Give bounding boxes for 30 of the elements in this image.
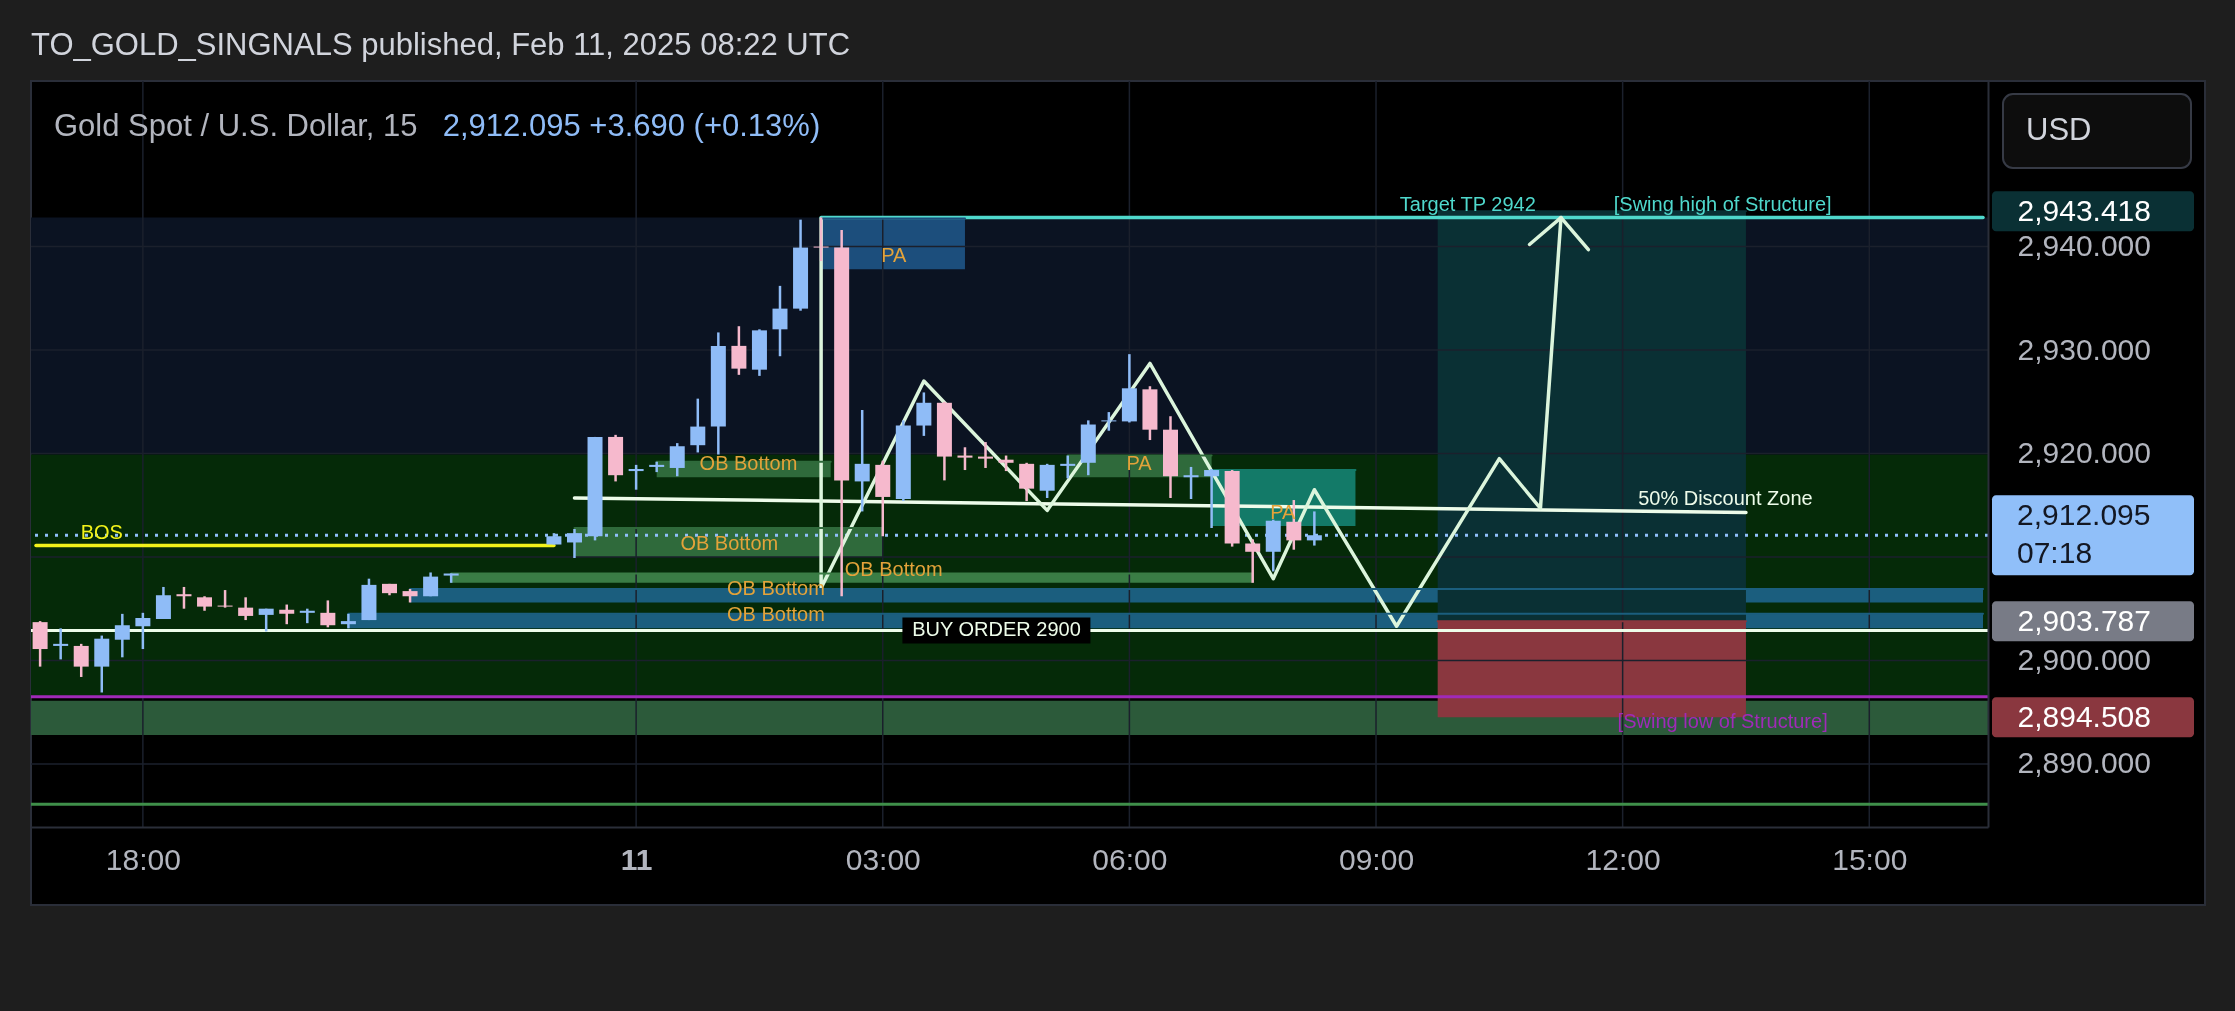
y-tick-label: 2,894.508 bbox=[2017, 699, 2151, 733]
ref-line-label: 2,912.095 07:18 bbox=[2017, 498, 2151, 570]
y-tick-label: 2,900.000 bbox=[2017, 642, 2151, 676]
y-tick-label: 2,903.787 bbox=[2017, 603, 2151, 637]
annotation: PA bbox=[881, 244, 907, 267]
annotation: PA bbox=[1126, 452, 1153, 475]
x-tick-label: 18:00 bbox=[105, 842, 181, 876]
annotation: BOS bbox=[80, 520, 123, 543]
x-tick-label: 12:00 bbox=[1585, 842, 1661, 876]
y-tick-label: 2,943.418 bbox=[2017, 193, 2151, 227]
text: Gold Spot / U.S. Dollar, 15 bbox=[54, 108, 418, 143]
annotation: OB Bottom bbox=[699, 452, 798, 475]
x-tick-label: 09:00 bbox=[1338, 842, 1415, 876]
annotation: OB Bottom bbox=[680, 531, 779, 554]
annotation: [Swing high of Structure] bbox=[1613, 192, 1832, 215]
y-axis-title: USD bbox=[2026, 112, 2092, 147]
x-tick-label: 03:00 bbox=[845, 842, 921, 876]
chart-title: TO_GOLD_SINGNALS published, Feb 11, 2025 08:22 UTC bbox=[31, 27, 851, 62]
y-tick-label: 2,940.000 bbox=[2017, 229, 2151, 263]
annotation: Target TP 2942 bbox=[1399, 192, 1536, 215]
annotation: 50% Discount Zone bbox=[1638, 487, 1813, 510]
x-tick-label: 11 bbox=[620, 842, 653, 876]
x-tick-label: 15:00 bbox=[1832, 842, 1908, 876]
annotation: OB Bottom bbox=[844, 557, 943, 580]
annotation: 2,912.095 +3.690 (+0.13%) bbox=[442, 108, 821, 143]
y-tick-label: 2,930.000 bbox=[2017, 332, 2151, 366]
x-tick-label: 06:00 bbox=[1092, 842, 1168, 876]
annotation: BUY ORDER 2900 bbox=[912, 618, 1081, 641]
y-tick-label: 2,890.000 bbox=[2017, 746, 2151, 780]
y-tick-label: 2,920.000 bbox=[2017, 435, 2151, 469]
